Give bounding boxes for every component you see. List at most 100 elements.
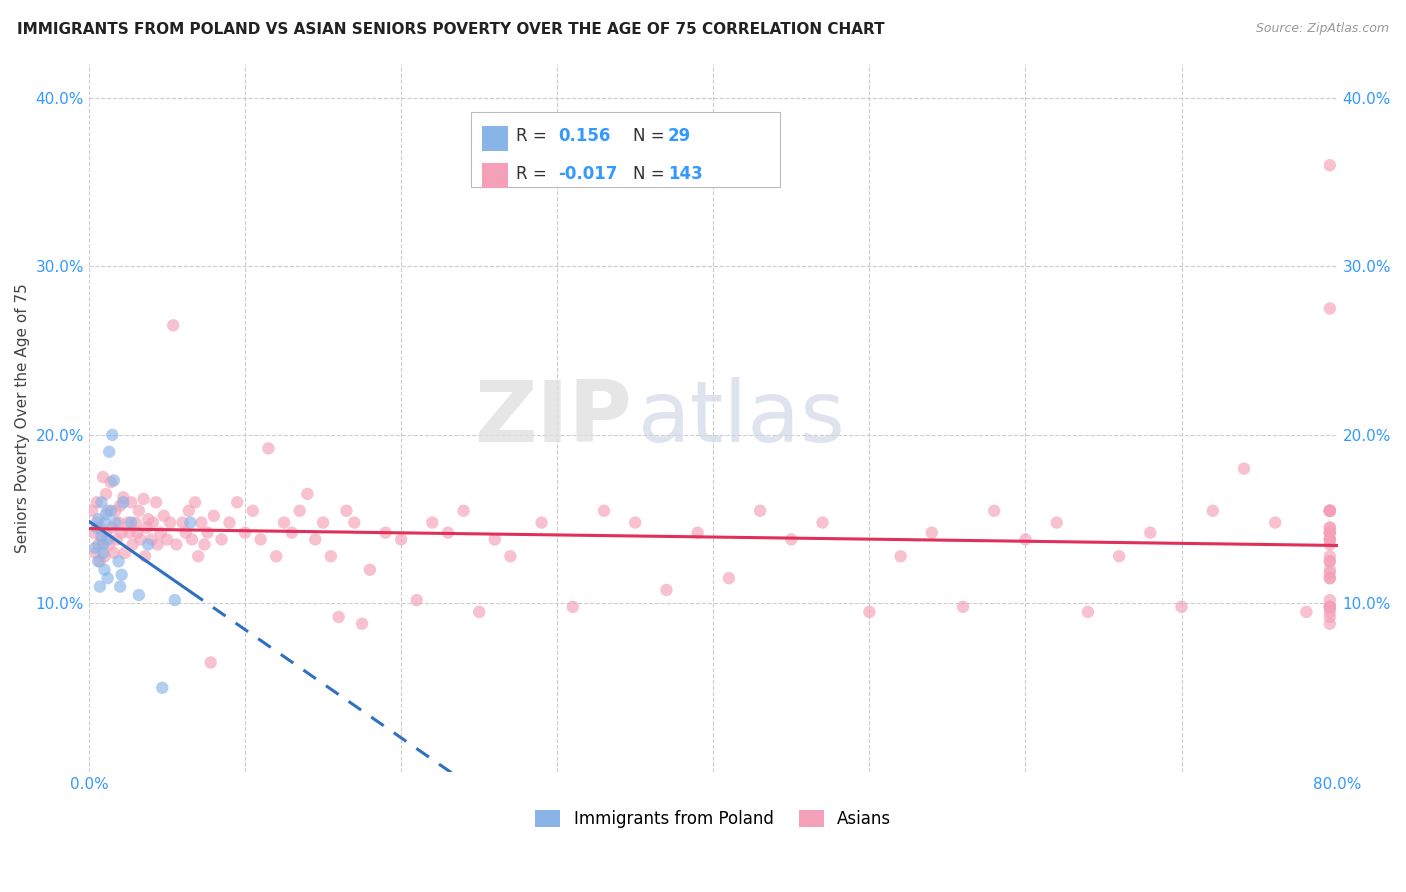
Point <box>105 533 128 547</box>
Point <box>1319 537 1341 551</box>
Point <box>1108 549 1130 564</box>
Point <box>352 616 374 631</box>
Point <box>257 442 280 456</box>
Point <box>1170 599 1192 614</box>
Point <box>1319 593 1341 607</box>
Point <box>136 512 159 526</box>
Point <box>145 495 167 509</box>
Text: -0.017: -0.017 <box>558 165 617 183</box>
Point <box>163 593 186 607</box>
Point <box>561 599 583 614</box>
Point <box>484 533 506 547</box>
Point <box>1319 605 1341 619</box>
Point <box>107 554 129 568</box>
Point <box>108 499 131 513</box>
Point <box>335 504 357 518</box>
Point <box>112 490 135 504</box>
Point <box>1319 571 1341 585</box>
Text: R =: R = <box>516 165 553 183</box>
Point <box>1319 599 1341 614</box>
Point <box>87 554 110 568</box>
Point <box>121 537 143 551</box>
Point <box>624 516 647 530</box>
Point <box>1233 461 1256 475</box>
Point <box>200 656 222 670</box>
Point <box>153 508 176 523</box>
Point <box>120 495 142 509</box>
Point <box>90 529 112 543</box>
Point <box>103 474 125 488</box>
Point <box>91 537 114 551</box>
Text: N =: N = <box>633 165 669 183</box>
Point <box>1014 533 1036 547</box>
Point <box>97 504 120 518</box>
Point <box>1046 516 1069 530</box>
Point <box>1319 616 1341 631</box>
Point <box>187 549 209 564</box>
Point <box>104 504 127 518</box>
Point <box>655 582 678 597</box>
Text: atlas: atlas <box>638 376 846 459</box>
Point <box>91 470 114 484</box>
Point <box>197 525 219 540</box>
Point <box>389 533 412 547</box>
Point <box>359 563 381 577</box>
Y-axis label: Seniors Poverty Over the Age of 75: Seniors Poverty Over the Age of 75 <box>15 283 30 553</box>
Point <box>1319 504 1341 518</box>
Point <box>90 533 112 547</box>
Point <box>1319 554 1341 568</box>
Point <box>1319 566 1341 581</box>
Point <box>297 487 319 501</box>
Text: IMMIGRANTS FROM POLAND VS ASIAN SENIORS POVERTY OVER THE AGE OF 75 CORRELATION C: IMMIGRANTS FROM POLAND VS ASIAN SENIORS … <box>17 22 884 37</box>
Legend: Immigrants from Poland, Asians: Immigrants from Poland, Asians <box>529 803 898 835</box>
Point <box>100 475 122 489</box>
Point <box>1319 571 1341 585</box>
Point <box>1319 563 1341 577</box>
Point <box>89 554 111 568</box>
Point <box>93 516 115 530</box>
Point <box>233 525 256 540</box>
Point <box>273 516 295 530</box>
Point <box>107 516 129 530</box>
Point <box>86 521 108 535</box>
Point <box>717 571 740 585</box>
Point <box>87 512 110 526</box>
Point <box>111 567 134 582</box>
Text: 143: 143 <box>668 165 703 183</box>
Point <box>211 533 233 547</box>
Point <box>1319 533 1341 547</box>
Point <box>218 516 240 530</box>
Point <box>1319 301 1341 316</box>
Point <box>120 516 142 530</box>
Point <box>1319 599 1341 614</box>
Point <box>98 444 121 458</box>
Point <box>127 525 149 540</box>
Point <box>128 588 150 602</box>
Point <box>304 533 326 547</box>
Point <box>97 533 120 547</box>
Point <box>1319 525 1341 540</box>
Point <box>1319 504 1341 518</box>
Point <box>108 580 131 594</box>
Point <box>242 504 264 518</box>
Point <box>80 504 103 518</box>
Point <box>1319 554 1341 568</box>
Point <box>149 525 172 540</box>
Point <box>1319 549 1341 564</box>
Point <box>983 504 1005 518</box>
Point <box>98 537 121 551</box>
Point <box>1319 521 1341 535</box>
Point <box>162 318 184 333</box>
Point <box>281 525 304 540</box>
Point <box>93 549 115 564</box>
Point <box>1319 525 1341 540</box>
Point <box>84 541 107 555</box>
Point <box>249 533 271 547</box>
Point <box>97 571 120 585</box>
Text: 0.156: 0.156 <box>558 128 610 145</box>
Point <box>1319 525 1341 540</box>
Point <box>1319 533 1341 547</box>
Point <box>952 599 974 614</box>
Point <box>94 525 117 540</box>
Point <box>172 516 194 530</box>
